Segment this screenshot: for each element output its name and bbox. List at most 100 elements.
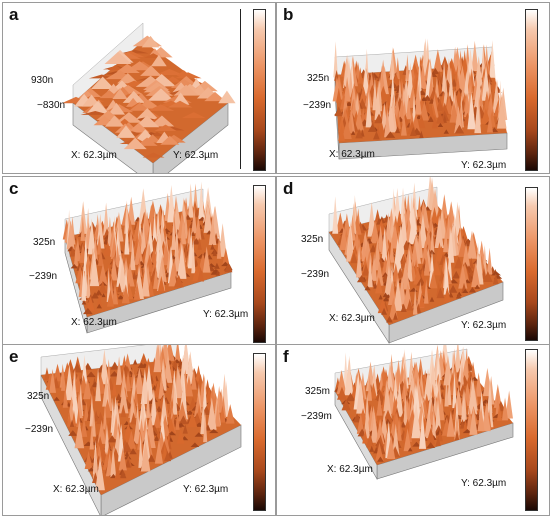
surface-peak — [118, 447, 127, 471]
surface-peak — [406, 249, 413, 282]
surface-peak — [420, 277, 430, 293]
z-tick-top: 325n — [27, 391, 50, 402]
surface-peak — [202, 374, 208, 413]
surface-peak — [109, 371, 120, 377]
surface-peak — [430, 188, 441, 220]
surface-peak — [90, 76, 115, 89]
surface-peak — [440, 102, 450, 116]
surface-peak — [429, 296, 435, 302]
surface-peak — [223, 380, 229, 417]
surface-peak — [188, 183, 194, 218]
surface-peak — [474, 284, 480, 289]
surface-peak — [419, 411, 427, 449]
surface-peak — [341, 399, 351, 411]
surface-peak — [468, 287, 477, 293]
x-axis-label: X: 62.3µm — [71, 317, 117, 328]
surface-peak — [191, 231, 196, 237]
surface-peak — [466, 71, 474, 94]
surface-peak — [443, 287, 451, 302]
surface-peak — [405, 54, 410, 82]
surface-peak — [352, 413, 362, 423]
panel-d: d 325n −239n X: 62.3µm Y: 62.3µm — [276, 176, 550, 348]
surface-peak — [129, 238, 136, 271]
surface-peak — [461, 243, 471, 270]
surface-peak — [337, 386, 347, 400]
surface-peak — [71, 409, 77, 427]
surface-peak — [204, 91, 226, 102]
z-tick-bottom: −239n — [25, 424, 54, 435]
surface-peak — [424, 227, 433, 251]
surface-peak — [209, 429, 219, 434]
surface-peak — [442, 252, 450, 257]
surface-peak — [64, 364, 75, 401]
surface-peak — [375, 418, 385, 445]
surface-peak — [205, 379, 210, 392]
panel-f: f 325m −239m X: 62.3µm Y: 62.3µm — [276, 344, 550, 516]
surface-peak — [163, 353, 173, 383]
surface-peak — [452, 270, 461, 279]
surface-peak — [129, 448, 137, 455]
surface-peak — [388, 280, 397, 306]
surface-peak — [368, 71, 377, 81]
surface-peak — [386, 434, 396, 459]
surface-peak — [96, 293, 103, 308]
surface-peak — [491, 271, 501, 276]
surface-peak — [106, 359, 111, 383]
surface-peak — [115, 243, 121, 268]
panel-c: c 325n −239n X: 62.3µm Y: 62.3µm — [2, 176, 276, 348]
surface-peak — [366, 433, 374, 448]
surface-peak — [385, 250, 393, 278]
surface-peak — [87, 218, 96, 255]
surface-peak — [381, 297, 391, 302]
height-colorbar — [253, 353, 266, 511]
surface-peak — [181, 345, 191, 374]
surface-peak — [423, 279, 429, 304]
surface-peak — [359, 85, 368, 103]
surface-peak — [123, 137, 147, 150]
surface-peak — [111, 283, 119, 305]
surface-peak — [455, 74, 461, 93]
surface-peak — [174, 72, 202, 79]
surface-peak — [395, 126, 401, 134]
surface-peak — [122, 90, 145, 103]
surface-peak — [383, 389, 393, 422]
surface-peak — [112, 88, 128, 99]
surface-peak — [175, 410, 180, 430]
surface-peak — [80, 215, 86, 241]
surface-peak — [390, 70, 396, 108]
x-axis-label: X: 62.3µm — [327, 464, 373, 475]
surface-peak — [496, 96, 507, 129]
surface-peak — [381, 307, 388, 315]
panel-letter: e — [9, 347, 19, 366]
surface-peak — [505, 390, 513, 419]
surface-peak — [224, 262, 233, 273]
surface-peak — [110, 445, 117, 477]
surface-peak — [443, 354, 453, 386]
surface-peak — [344, 359, 354, 396]
surface-peak — [420, 97, 428, 102]
surface-peak — [126, 61, 153, 71]
surface-peak — [140, 222, 147, 255]
surface-peak — [417, 195, 422, 217]
surface-peak — [101, 293, 106, 298]
surface-peak — [403, 428, 412, 452]
surface-peak — [453, 387, 464, 416]
surface-peak — [443, 257, 450, 295]
surface-peak — [477, 405, 485, 432]
surface-peak — [460, 419, 466, 429]
surface-peak — [131, 271, 137, 280]
surface-peak — [397, 78, 403, 107]
surface-peak — [483, 96, 489, 115]
afm-surface-plot — [332, 38, 508, 160]
surface-peak — [378, 294, 383, 300]
panel-letter: f — [283, 347, 289, 366]
surface-peak — [334, 106, 343, 117]
surface-peak — [350, 251, 358, 264]
surface-peak — [225, 404, 235, 424]
surface-peak — [433, 49, 443, 72]
surface-peak — [218, 223, 227, 257]
surface-peak — [96, 411, 105, 425]
surface-peak — [334, 69, 340, 81]
surface-peak — [147, 104, 175, 111]
